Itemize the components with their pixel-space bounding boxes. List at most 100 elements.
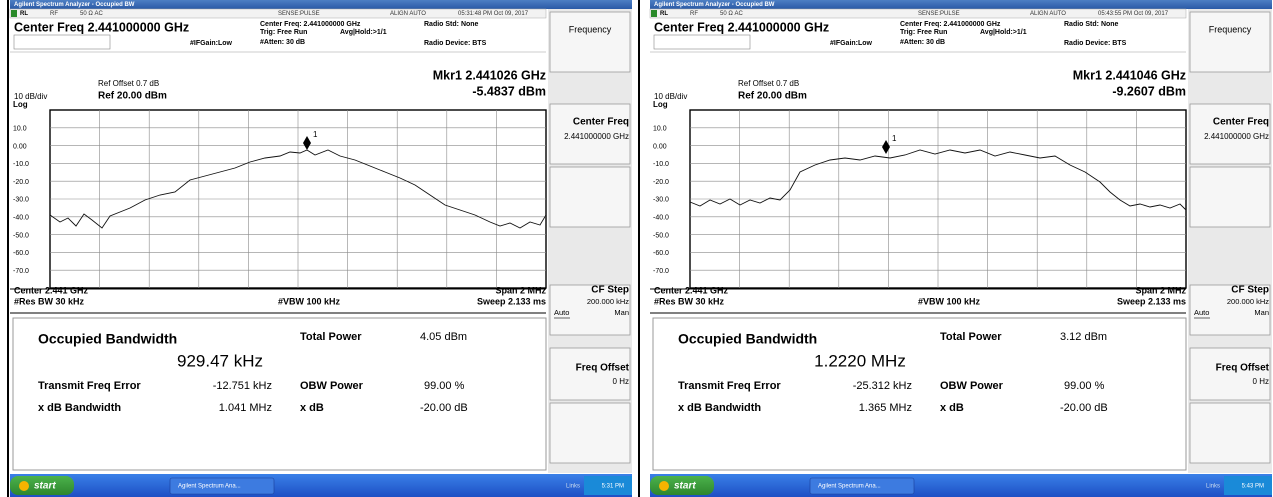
frame-border [7, 0, 9, 497]
label: -12.751 kHz [213, 380, 272, 392]
label: #IFGain:Low [830, 40, 873, 47]
label: -25.312 kHz [853, 380, 912, 392]
label: Log [653, 100, 668, 109]
label: Center 2.441 GHz [14, 285, 89, 295]
frame-divider [638, 0, 640, 497]
analyzer-screen: 10.00.00-10.0-20.0-30.0-40.0-50.0-60.0-7… [650, 0, 1272, 497]
label: Ref Offset 0.7 dB [98, 79, 159, 88]
label: Agilent Spectrum Analyzer - Occupied BW [654, 2, 775, 8]
y-label: 10.0 [653, 126, 667, 133]
label: 0 Hz [613, 377, 629, 386]
label: Radio Std: None [424, 21, 479, 28]
label: 2.441000000 GHz [564, 132, 629, 141]
taskbar [650, 474, 1272, 497]
softkey-button[interactable] [1190, 167, 1270, 227]
label: Avg|Hold:>1/1 [340, 29, 387, 36]
label: 50 Ω AC [720, 11, 743, 17]
label: Radio Device: BTS [424, 40, 487, 47]
label: Ref 20.00 dBm [98, 91, 167, 102]
label: Mkr1 2.441046 GHz [1073, 68, 1186, 82]
label: 1.041 MHz [219, 402, 272, 414]
input-box [654, 35, 750, 49]
label: RF [690, 11, 698, 17]
label: -9.2607 dBm [1112, 84, 1186, 98]
label: 200.000 kHz [587, 297, 629, 306]
y-label: -60.0 [653, 250, 669, 257]
label: Transmit Freq Error [678, 380, 781, 392]
y-label: -40.0 [13, 215, 29, 222]
label: 1.2220 MHz [814, 351, 906, 370]
label: Span 2 MHz [495, 285, 546, 295]
label: Trig: Free Run [260, 29, 307, 36]
softkey-button[interactable] [550, 12, 630, 72]
label: Center Freq: 2.441000000 GHz [900, 21, 1001, 28]
label: Agilent Spectrum Ana... [178, 484, 241, 490]
start-logo [19, 481, 29, 491]
start-logo [659, 481, 669, 491]
label: Span 2 MHz [1135, 285, 1186, 295]
label: Trig: Free Run [900, 29, 947, 36]
label: OBW Power [940, 380, 1004, 392]
label: Center Freq 2.441000000 GHz [14, 20, 189, 34]
label: Frequency [1209, 24, 1252, 34]
label: 5:31 PM [602, 484, 624, 490]
label: 929.47 kHz [177, 351, 263, 370]
label: #Atten: 30 dB [260, 39, 305, 46]
y-label: -40.0 [653, 215, 669, 222]
label: ALIGN AUTO [1030, 11, 1066, 17]
rl-badge [11, 10, 17, 17]
softkey-button[interactable] [550, 348, 630, 400]
label: Freq Offset [576, 363, 630, 374]
softkey-button[interactable] [1190, 403, 1270, 463]
y-label: -10.0 [13, 161, 29, 168]
label: 200.000 kHz [1227, 297, 1269, 306]
label: 99.00 % [424, 380, 465, 392]
label: 3.12 dBm [1060, 331, 1107, 343]
label: Center Freq [573, 117, 629, 128]
label: #Res BW 30 kHz [14, 296, 85, 306]
y-label: -10.0 [653, 161, 669, 168]
label: Occupied Bandwidth [678, 331, 817, 347]
label: 0 Hz [1253, 377, 1269, 386]
label: CF Step [1231, 285, 1269, 296]
label: x dB Bandwidth [678, 402, 761, 414]
rl-badge [651, 10, 657, 17]
y-label: -20.0 [13, 179, 29, 186]
label: Auto [1194, 308, 1209, 317]
label: Center Freq 2.441000000 GHz [654, 20, 829, 34]
y-label: -50.0 [653, 232, 669, 239]
softkey-button[interactable] [1190, 12, 1270, 72]
label: -20.00 dB [420, 402, 468, 414]
label: Sweep 2.133 ms [1117, 296, 1186, 306]
label: 5:43 PM [1242, 484, 1264, 490]
label: SENSE:PULSE [278, 11, 320, 17]
label: Freq Offset [1216, 363, 1270, 374]
label: 2.441000000 GHz [1204, 132, 1269, 141]
marker-id: 1 [892, 134, 897, 143]
label: -20.00 dB [1060, 402, 1108, 414]
y-label: 10.0 [13, 126, 27, 133]
y-label: -30.0 [13, 197, 29, 204]
label: Center Freq: 2.441000000 GHz [260, 21, 361, 28]
label: CF Step [591, 285, 629, 296]
label: Frequency [569, 24, 612, 34]
label: Total Power [300, 331, 362, 343]
softkey-button[interactable] [550, 167, 630, 227]
y-label: 0.00 [13, 143, 27, 150]
label: 99.00 % [1064, 380, 1105, 392]
input-box [14, 35, 110, 49]
label: 05:43:55 PM Oct 09, 2017 [1098, 11, 1169, 17]
label: Man [1254, 308, 1269, 317]
y-label: -30.0 [653, 197, 669, 204]
label: 1.365 MHz [859, 402, 912, 414]
softkey-button[interactable] [550, 403, 630, 463]
label: 50 Ω AC [80, 11, 103, 17]
taskbar [10, 474, 632, 497]
label: Agilent Spectrum Analyzer - Occupied BW [14, 2, 135, 8]
label: Auto [554, 308, 569, 317]
label: Sweep 2.133 ms [477, 296, 546, 306]
label: -5.4837 dBm [472, 84, 546, 98]
label: ALIGN AUTO [390, 11, 426, 17]
y-label: -70.0 [653, 268, 669, 275]
softkey-button[interactable] [1190, 348, 1270, 400]
